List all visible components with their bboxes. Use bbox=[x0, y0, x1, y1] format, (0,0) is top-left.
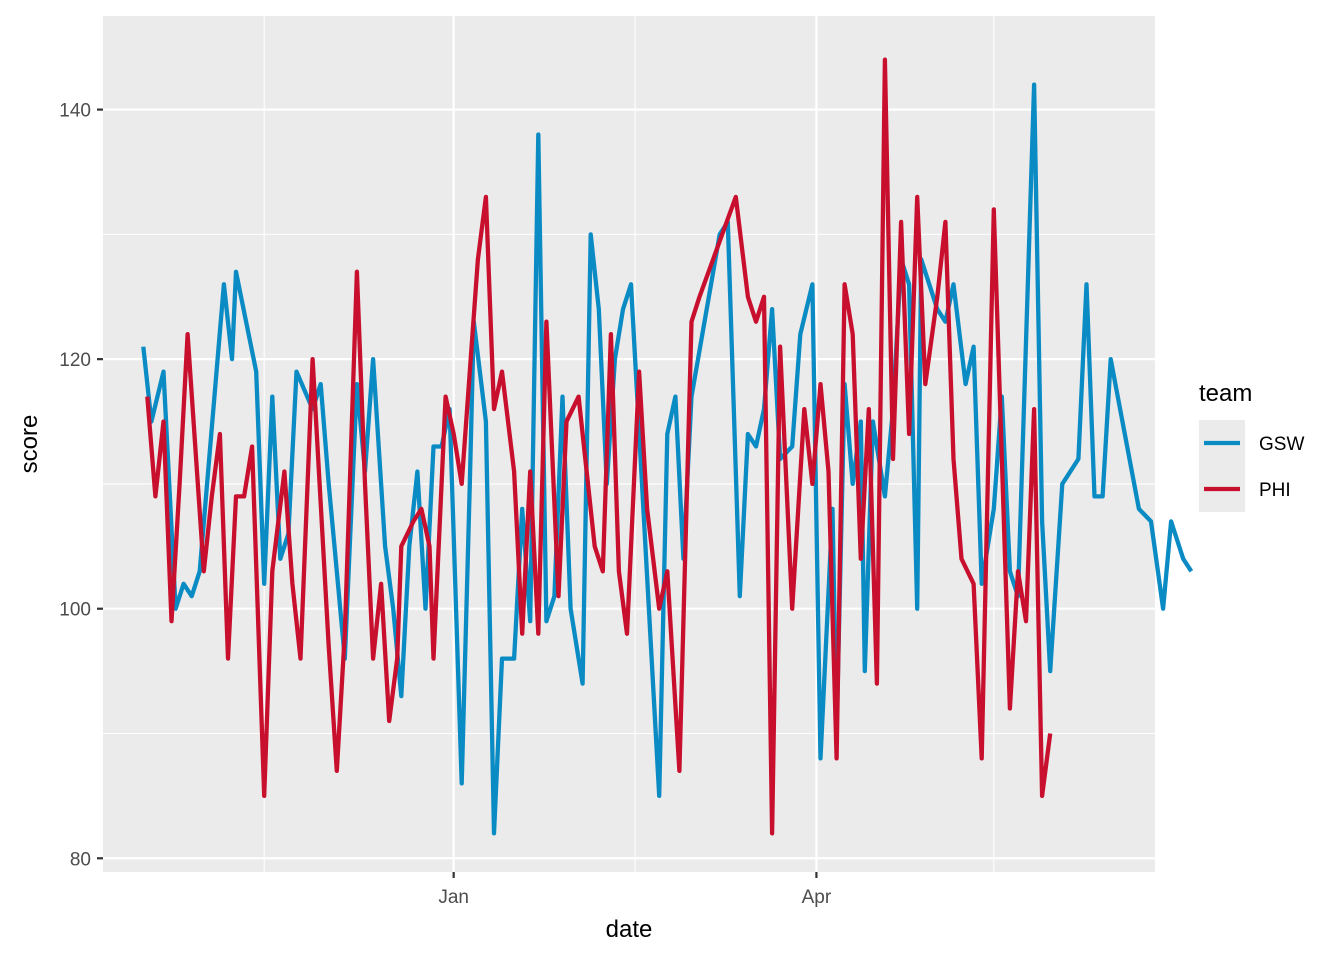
series-line-phi bbox=[145, 57, 1053, 836]
y-axis: 80 100 120 140 bbox=[59, 101, 103, 870]
x-axis: Jan Apr bbox=[438, 872, 832, 908]
x-tick-label: Jan bbox=[438, 887, 469, 908]
legend-title: team bbox=[1199, 380, 1252, 407]
legend-items: GSW PHI bbox=[1199, 420, 1304, 512]
series-line-gsw bbox=[141, 82, 1194, 836]
x-tick-label: Apr bbox=[802, 887, 832, 908]
legend-label-gsw: GSW bbox=[1259, 434, 1304, 455]
y-tick-label: 100 bbox=[59, 600, 91, 621]
y-tick-label: 140 bbox=[59, 101, 91, 122]
y-tick-label: 120 bbox=[59, 350, 91, 371]
series-layer bbox=[141, 57, 1194, 836]
x-axis-title: date bbox=[606, 916, 653, 943]
y-axis-title: score bbox=[16, 415, 43, 474]
y-tick-label: 80 bbox=[70, 849, 91, 870]
legend-label-phi: PHI bbox=[1259, 480, 1291, 501]
legend: team GSW PHI bbox=[1199, 380, 1304, 512]
